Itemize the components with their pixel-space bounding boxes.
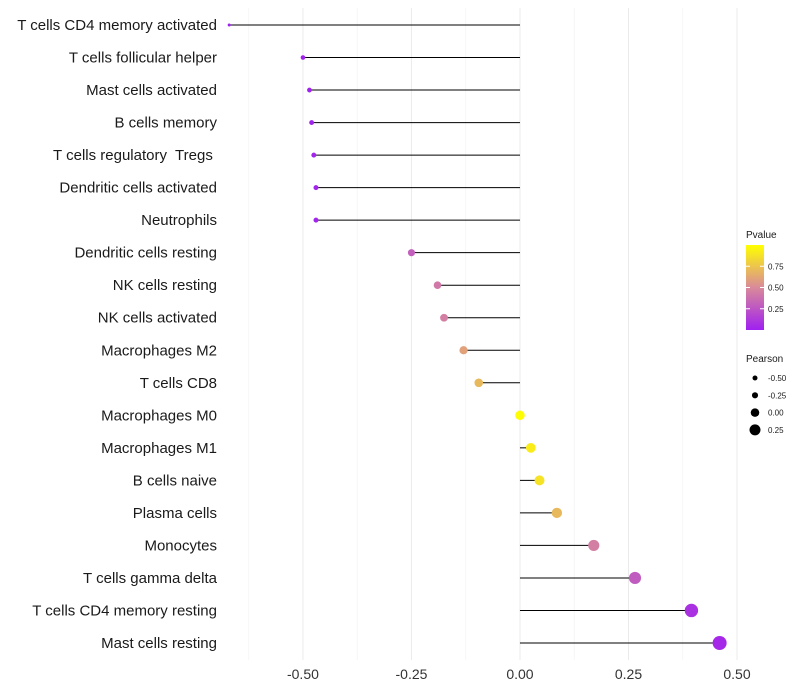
category-label: T cells regulatory Tregs [53, 147, 217, 164]
x-tick-label: -0.50 [287, 666, 319, 682]
category-label: T cells gamma delta [83, 570, 218, 587]
category-label: Dendritic cells activated [59, 180, 217, 197]
colorbar-label: 0.75 [768, 262, 784, 271]
data-point [712, 636, 727, 650]
size-legend-label: 0.00 [768, 409, 784, 418]
pvalue-legend: Pvalue 0.25 0.50 0.75 [746, 230, 784, 330]
category-label: Mast cells resting [101, 635, 217, 652]
data-point [459, 346, 468, 355]
data-point [588, 539, 600, 552]
x-tick-label: -0.25 [396, 666, 428, 682]
data-point [227, 23, 231, 27]
data-point [311, 152, 317, 158]
category-label: T cells follicular helper [69, 50, 217, 67]
data-point [525, 442, 536, 453]
category-label: Monocytes [144, 537, 217, 554]
size-legend-key [752, 375, 758, 381]
data-point [628, 571, 642, 584]
colorbar-label: 0.25 [768, 305, 784, 314]
category-label: Dendritic cells resting [74, 245, 217, 262]
data-point [551, 507, 563, 519]
category-label: NK cells resting [113, 277, 217, 294]
data-point [309, 120, 315, 126]
category-label: B cells naive [133, 472, 217, 489]
grid-lines [248, 8, 738, 660]
points [227, 23, 727, 650]
pvalue-legend-title: Pvalue [746, 230, 777, 241]
data-point [433, 281, 442, 290]
data-point [407, 249, 416, 257]
category-label: Macrophages M1 [101, 440, 217, 457]
category-labels: T cells CD4 memory activated T cells foll… [17, 17, 217, 652]
category-label: T cells CD8 [140, 375, 217, 392]
size-legend-label: -0.25 [768, 391, 787, 400]
category-label: Mast cells activated [86, 82, 217, 99]
category-label: Neutrophils [141, 212, 217, 229]
size-legend-label: 0.25 [768, 426, 784, 435]
size-legend-key [751, 392, 759, 399]
size-legend-label: -0.50 [768, 374, 787, 383]
data-point [313, 217, 319, 223]
pearson-legend-title: Pearson [746, 354, 783, 365]
pvalue-colorbar [746, 245, 764, 330]
pearson-legend: Pearson -0.50 -0.25 0.00 0.25 [746, 354, 787, 436]
x-tick-label: 0.25 [615, 666, 642, 682]
data-point [515, 410, 525, 421]
x-tick-label: 0.50 [723, 666, 750, 682]
data-point [534, 475, 545, 486]
data-point [307, 87, 312, 93]
size-legend-key [749, 424, 761, 436]
x-tick-label: 0.00 [506, 666, 533, 682]
category-label: T cells CD4 memory resting [32, 602, 217, 619]
category-label: NK cells activated [98, 310, 217, 327]
data-point [684, 603, 699, 618]
data-point [313, 185, 319, 191]
category-label: Macrophages M2 [101, 342, 217, 359]
category-label: T cells CD4 memory activated [17, 17, 217, 34]
data-point [300, 55, 306, 60]
size-legend-key [750, 408, 760, 417]
x-axis-tick-labels: -0.50 -0.25 0.00 0.25 0.50 [287, 666, 751, 682]
data-point [474, 378, 484, 388]
colorbar-label: 0.50 [768, 284, 784, 293]
data-point [440, 313, 448, 322]
category-label: Plasma cells [133, 505, 217, 522]
category-label: B cells memory [114, 115, 217, 132]
category-label: Macrophages M0 [101, 407, 217, 424]
